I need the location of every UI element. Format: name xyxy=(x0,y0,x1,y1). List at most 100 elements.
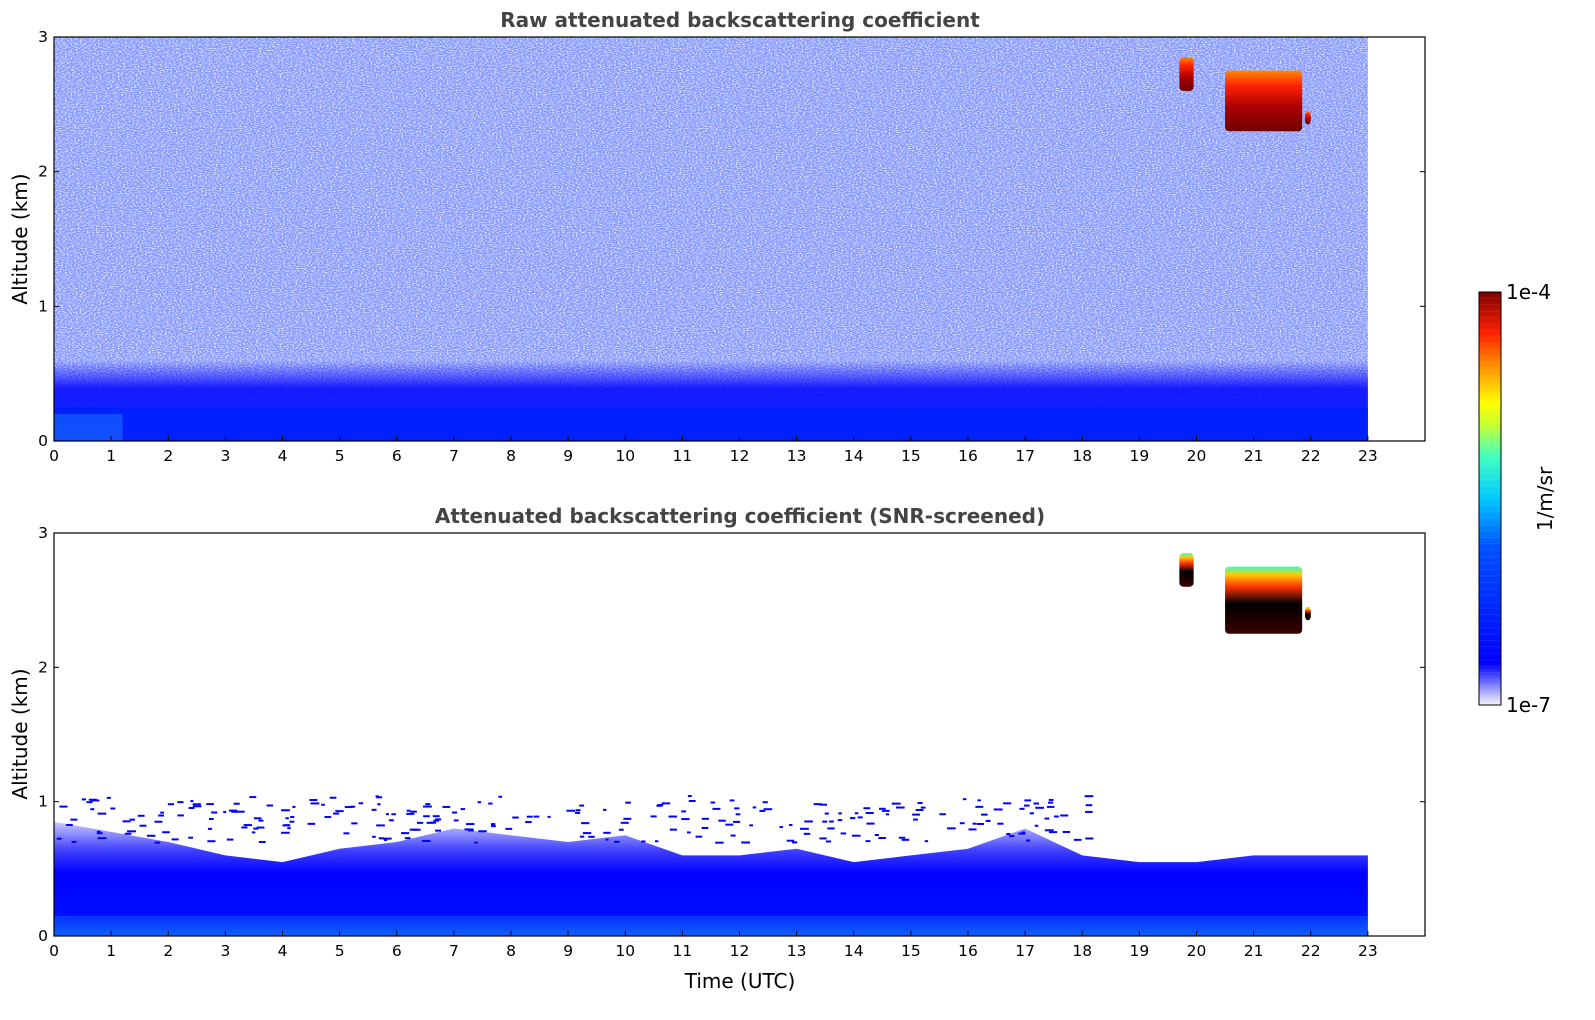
speckle xyxy=(1035,806,1044,809)
x-tick-label: 6 xyxy=(392,447,402,465)
speckle xyxy=(344,806,353,809)
speckle xyxy=(376,796,383,799)
speckle xyxy=(253,827,259,830)
speckle xyxy=(97,837,107,840)
speckle xyxy=(466,823,475,826)
speckle xyxy=(1019,807,1025,810)
speckle xyxy=(1044,829,1054,832)
cloud-feature-1 xyxy=(1225,70,1303,132)
speckle xyxy=(307,822,316,825)
speckle xyxy=(375,795,380,798)
x-tick-label: 18 xyxy=(1072,942,1092,960)
x-tick-label: 23 xyxy=(1358,942,1378,960)
speckle xyxy=(547,815,551,818)
speckle xyxy=(343,832,350,835)
x-tick-label: 17 xyxy=(1015,942,1035,960)
speckle xyxy=(851,834,861,837)
speckle xyxy=(266,804,274,807)
speckle xyxy=(581,822,590,825)
speckle xyxy=(106,796,111,799)
speckle xyxy=(865,812,874,815)
speckle xyxy=(710,801,716,804)
speckle xyxy=(1085,837,1094,840)
speckle xyxy=(924,840,929,843)
speckle xyxy=(309,799,318,802)
x-tick-label: 0 xyxy=(49,447,59,465)
x-tick-label: 21 xyxy=(1244,942,1264,960)
speckle xyxy=(972,822,977,825)
speckle xyxy=(423,815,430,818)
speckle xyxy=(588,835,595,838)
x-tick-label: 15 xyxy=(901,447,921,465)
x-tick-label: 1 xyxy=(106,447,116,465)
speckle xyxy=(460,808,466,811)
speckle xyxy=(913,818,918,821)
speckle xyxy=(384,838,388,841)
speckle xyxy=(850,817,856,820)
speckle xyxy=(741,841,750,844)
speckle xyxy=(377,803,381,806)
x-axis-raw: 0 1 2 3 4 5 6 7 8 9 10 11 12 13 14 15 16 17 18 19 20 21 22 23 xyxy=(49,436,1378,465)
x-tick-label: 12 xyxy=(730,447,750,465)
speckle xyxy=(223,811,227,814)
speckle xyxy=(650,815,657,818)
speckle xyxy=(752,806,757,809)
plot-area-raw xyxy=(54,37,1368,441)
speckle xyxy=(732,820,741,823)
speckle xyxy=(1023,804,1030,807)
speckle xyxy=(1018,832,1026,835)
speckle xyxy=(190,800,194,803)
speckle xyxy=(947,827,956,830)
x-tick-label: 9 xyxy=(563,942,573,960)
speckle xyxy=(321,803,325,806)
plot-area-screened xyxy=(54,533,1425,936)
speckle xyxy=(350,805,356,808)
speckle xyxy=(258,819,264,822)
speckle xyxy=(231,810,239,813)
speckle xyxy=(406,809,411,812)
speckle xyxy=(574,811,581,814)
speckle xyxy=(865,840,871,843)
speckle xyxy=(718,819,726,822)
panel-screened-ylabel: Altitude (km) xyxy=(8,668,32,799)
colorbar: 1e-4 1e-7 1/m/sr xyxy=(1478,280,1557,717)
speckle xyxy=(110,807,116,810)
x-tick-label: 10 xyxy=(615,942,635,960)
speckle xyxy=(442,805,451,808)
speckle xyxy=(404,837,411,840)
speckle xyxy=(391,813,396,816)
speckle xyxy=(421,839,431,842)
speckle xyxy=(734,807,740,810)
speckle xyxy=(668,815,678,818)
speckle xyxy=(779,826,783,829)
speckle xyxy=(285,817,289,820)
speckle xyxy=(735,813,741,816)
x-tick-label: 2 xyxy=(163,447,173,465)
speckle xyxy=(139,824,147,827)
x-tick-label: 12 xyxy=(730,942,750,960)
raw-surface-layer xyxy=(54,407,1368,441)
speckle xyxy=(127,830,136,833)
speckle xyxy=(378,837,385,840)
speckle xyxy=(410,810,417,813)
speckle xyxy=(1048,801,1053,804)
speckle xyxy=(688,799,696,802)
panel-screened-xlabel: Time (UTC) xyxy=(684,969,796,993)
speckle xyxy=(335,810,344,813)
x-tick-label: 13 xyxy=(787,942,807,960)
y-tick-label: 2 xyxy=(38,163,48,181)
speckle xyxy=(251,831,256,834)
y-axis-screened: 0 1 2 3 xyxy=(38,524,1425,945)
x-tick-label: 7 xyxy=(449,942,459,960)
speckle xyxy=(477,801,482,804)
speckle xyxy=(605,838,609,841)
speckle xyxy=(669,828,677,831)
x-tick-label: 23 xyxy=(1358,447,1378,465)
speckle xyxy=(579,804,585,807)
x-tick-label: 21 xyxy=(1244,447,1264,465)
x-tick-label: 13 xyxy=(787,447,807,465)
speckle xyxy=(258,841,266,844)
x-tick-label: 14 xyxy=(844,447,864,465)
speckle xyxy=(641,840,646,843)
x-tick-label: 20 xyxy=(1187,942,1207,960)
